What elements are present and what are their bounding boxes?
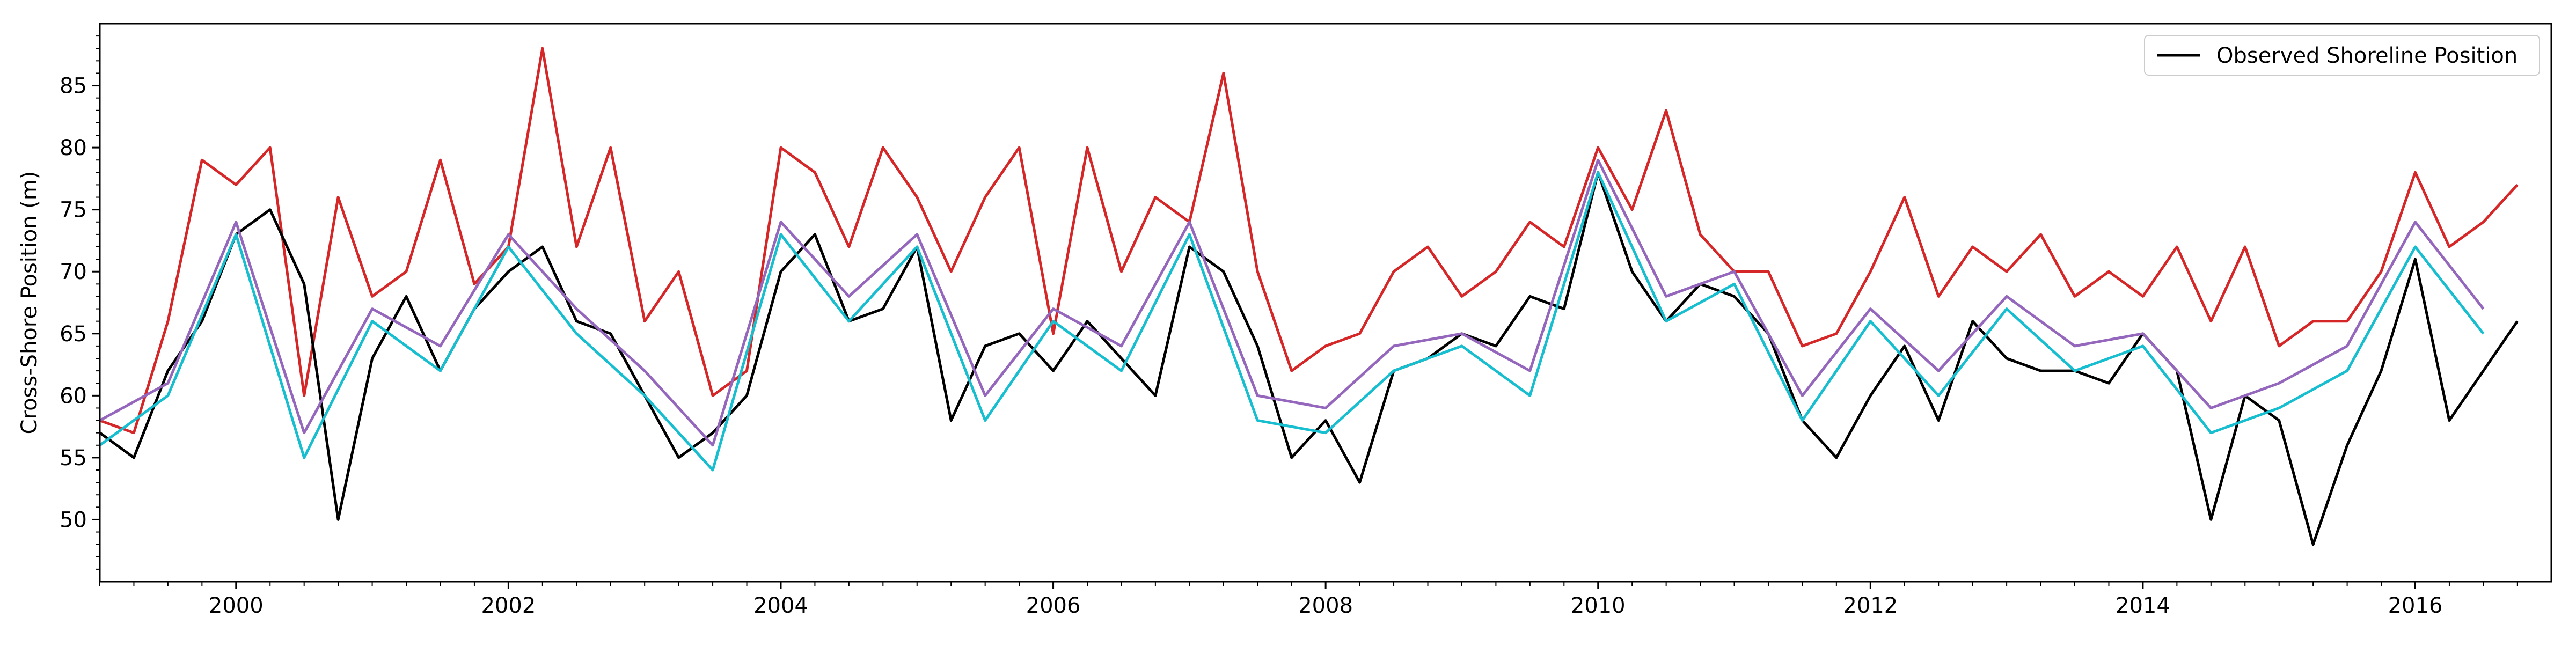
legend-label-observed: Observed Shoreline Position (2216, 43, 2518, 68)
x-tick-label: 2014 (2116, 593, 2170, 618)
y-tick-label: 60 (60, 384, 87, 408)
series-line-1 (99, 47, 2519, 435)
y-tick-label: 50 (60, 508, 87, 532)
series-line-0 (99, 171, 2519, 546)
y-tick-label: 80 (60, 136, 87, 160)
x-axis-ticks: 2000 2002 2004 2006 2008 2010 2012 2014 2016 (99, 582, 2518, 618)
x-tick-label: 2006 (1026, 593, 1081, 618)
plot-frame (99, 23, 2552, 583)
legend: Observed Shoreline Position (2144, 35, 2540, 76)
y-tick-label: 55 (60, 446, 87, 471)
x-tick-label: 2002 (481, 593, 536, 618)
series-line-3 (99, 171, 2485, 472)
y-tick-label: 75 (60, 198, 87, 223)
x-tick-label: 2010 (1571, 593, 1626, 618)
y-axis-label: Cross-Shore Position (m) (17, 171, 42, 435)
y-tick-label: 65 (60, 322, 87, 347)
series-layer (99, 47, 2519, 546)
y-tick-label: 85 (60, 74, 87, 99)
x-tick-label: 2012 (1843, 593, 1898, 618)
y-axis-ticks: 50 55 60 65 70 75 80 85 (60, 35, 100, 570)
x-tick-label: 2016 (2388, 593, 2443, 618)
x-tick-label: 2004 (753, 593, 808, 618)
y-tick-label: 70 (60, 260, 87, 284)
x-tick-label: 2000 (209, 593, 264, 618)
series-line-2 (99, 158, 2485, 447)
x-tick-label: 2008 (1298, 593, 1353, 618)
legend-box (2144, 35, 2540, 76)
plot-background (100, 24, 2551, 582)
